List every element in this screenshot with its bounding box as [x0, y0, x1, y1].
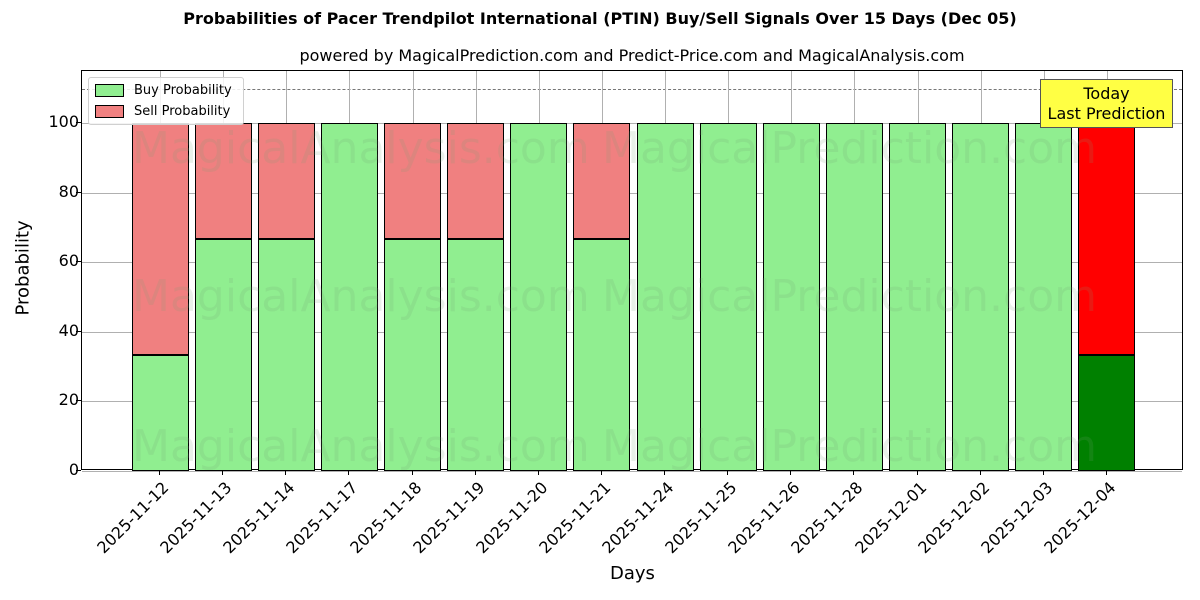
reference-line — [82, 89, 1182, 90]
legend: Buy Probability Sell Probability — [88, 77, 244, 125]
y-tick-label: 40 — [58, 320, 79, 340]
x-tick-mark — [159, 470, 160, 475]
y-tick-mark — [76, 470, 81, 471]
grid-line-h — [82, 401, 1182, 403]
bar-buy — [889, 123, 947, 471]
legend-label-sell: Sell Probability — [134, 103, 231, 119]
x-tick-mark — [916, 470, 918, 475]
y-tick-mark — [76, 122, 81, 124]
chart-title: Probabilities of Pacer Trendpilot Intern… — [183, 9, 1017, 28]
chart-subtitle: powered by MagicalPrediction.com and Pre… — [299, 46, 965, 65]
buy-swatch-icon — [95, 83, 124, 97]
x-tick-mark — [979, 470, 981, 475]
bar-buy — [825, 123, 883, 471]
bar-buy — [636, 123, 694, 471]
bar-buy — [510, 123, 568, 471]
x-tick-mark — [1105, 470, 1107, 475]
x-tick-mark — [474, 470, 476, 475]
bar-buy — [447, 239, 505, 471]
grid-line-h — [82, 471, 1182, 472]
bar-sell — [384, 123, 442, 240]
legend-item-sell: Sell Probability — [95, 103, 230, 119]
bar-buy — [952, 123, 1010, 471]
bar-sell — [257, 123, 315, 240]
annotation-line-2: Last Prediction — [1047, 104, 1166, 123]
bar-buy — [1078, 355, 1136, 471]
grid-line-h — [82, 262, 1182, 264]
y-axis-title: Probability — [12, 220, 34, 316]
y-tick-label: 80 — [58, 181, 79, 201]
y-tick-label: 0 — [68, 460, 79, 479]
bar-buy — [194, 239, 252, 471]
y-tick-label: 60 — [58, 251, 79, 271]
x-tick-mark — [727, 470, 729, 475]
y-tick-mark — [76, 261, 81, 263]
legend-label-buy: Buy Probability — [134, 82, 232, 98]
bar-sell — [573, 123, 631, 240]
x-tick-mark — [222, 470, 224, 475]
legend-item-buy: Buy Probability — [95, 82, 232, 98]
y-tick-label: 20 — [58, 390, 79, 410]
bar-buy — [699, 123, 757, 471]
grid-line-h — [82, 331, 1182, 333]
annotation-line-1: Today — [1083, 84, 1130, 103]
x-tick-mark — [1042, 470, 1044, 475]
x-tick-mark — [664, 470, 666, 475]
x-axis-title: Days — [610, 563, 655, 584]
bar-sell — [131, 123, 189, 356]
x-tick-mark — [411, 470, 413, 475]
bar-sell — [447, 123, 505, 240]
x-tick-mark — [600, 470, 602, 475]
bar-buy — [384, 239, 442, 471]
y-tick-mark — [76, 330, 81, 332]
x-tick-mark — [348, 470, 350, 475]
bar-buy — [1015, 123, 1073, 471]
grid-line-h — [82, 123, 1182, 125]
x-tick-mark — [537, 470, 539, 475]
bar-sell — [194, 123, 252, 240]
plot-area: MagicalAnalysis.comMagicalPrediction.com… — [81, 70, 1183, 472]
x-tick-mark — [790, 470, 792, 475]
bar-buy — [131, 355, 189, 471]
bar-buy — [320, 123, 378, 471]
y-tick-label: 100 — [48, 112, 79, 132]
bar-buy — [573, 239, 631, 471]
y-tick-mark — [76, 400, 81, 402]
grid-line-h — [82, 192, 1182, 194]
y-tick-mark — [76, 191, 81, 193]
bar-buy — [257, 239, 315, 471]
x-tick-mark — [285, 470, 287, 475]
bar-sell — [1078, 123, 1136, 356]
sell-swatch-icon — [95, 104, 124, 118]
today-annotation: Today Last Prediction — [1040, 79, 1173, 128]
x-tick-mark — [853, 470, 855, 475]
bar-buy — [762, 123, 820, 471]
